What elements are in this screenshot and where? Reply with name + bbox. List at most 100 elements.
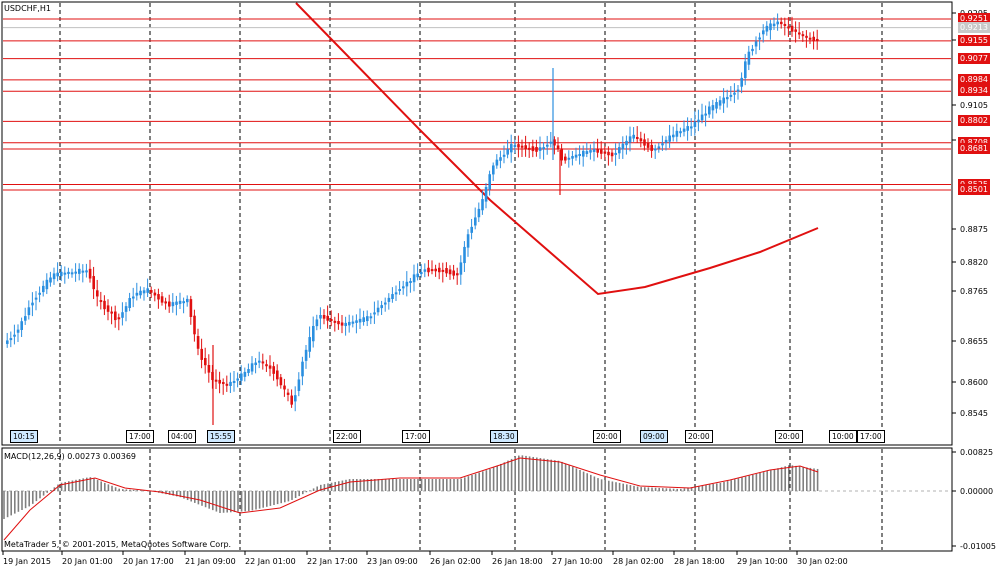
candle-body — [610, 152, 614, 157]
candle-body — [63, 272, 67, 275]
candle-body — [351, 321, 355, 324]
candle-body — [96, 290, 99, 297]
candle-body — [459, 262, 463, 275]
candle-body — [279, 377, 283, 386]
candle-body — [49, 277, 52, 283]
candle-body — [171, 302, 175, 307]
session-tag[interactable]: 20:00 — [685, 430, 713, 443]
session-tag[interactable]: 17:00 — [402, 430, 430, 443]
time-tick-label: 21 Jan 09:00 — [185, 557, 236, 566]
candle-body — [258, 360, 261, 363]
candle-body — [24, 316, 27, 321]
moving-average-line — [295, 2, 819, 296]
candle-body — [369, 316, 373, 319]
candle-body — [639, 138, 643, 142]
session-tag[interactable]: 10:15 — [10, 430, 38, 443]
candle-body — [74, 271, 77, 274]
session-tag[interactable]: 10:00 — [829, 430, 857, 443]
candle-body — [146, 288, 149, 293]
candle-body — [772, 23, 776, 27]
candle-body — [398, 289, 401, 292]
candle-body — [297, 379, 301, 391]
macd-signal-line — [3, 457, 819, 541]
candle-body — [186, 298, 189, 303]
candle-body — [81, 270, 85, 273]
candle-body — [481, 199, 484, 211]
session-tag[interactable]: 15:55 — [207, 430, 235, 443]
session-tag[interactable]: 17:00 — [857, 430, 885, 443]
candle-body — [495, 159, 499, 166]
candle-body — [236, 378, 239, 381]
candle-body — [20, 321, 23, 330]
session-tag[interactable]: 20:00 — [775, 430, 803, 443]
candle-body — [686, 126, 689, 131]
candle-body — [232, 381, 236, 384]
candle-body — [207, 364, 211, 373]
candle-body — [420, 272, 423, 275]
candle-body — [6, 340, 9, 344]
candle-body — [438, 267, 441, 273]
time-tick-label: 20 Jan 01:00 — [62, 557, 113, 566]
candle-body — [121, 312, 124, 318]
candle-body — [531, 146, 535, 152]
candle-body — [524, 145, 527, 150]
session-tag[interactable]: 17:00 — [126, 430, 154, 443]
candle-body — [164, 301, 167, 304]
candle-body — [488, 174, 491, 190]
candle-body — [765, 25, 769, 32]
session-tag[interactable]: 20:00 — [593, 430, 621, 443]
candle-body — [726, 97, 729, 100]
candle-body — [628, 136, 632, 143]
session-tag[interactable]: 22:00 — [333, 430, 361, 443]
candle-body — [758, 37, 761, 40]
session-tag[interactable]: 18:30 — [490, 430, 518, 443]
candle-body — [214, 379, 218, 382]
candle-body — [542, 147, 545, 150]
candle-body — [27, 307, 31, 316]
candle-body — [333, 320, 337, 323]
candle-body — [193, 315, 196, 335]
candle-body — [560, 148, 563, 161]
candle-body — [607, 151, 610, 156]
candle-body — [567, 157, 571, 160]
candle-body — [124, 306, 128, 312]
candle-body — [596, 148, 599, 153]
time-tick-label: 28 Jan 18:00 — [674, 557, 725, 566]
candle-body — [452, 270, 455, 276]
current-price-tag: 0.9213 — [958, 21, 990, 33]
copyright-text: MetaTrader 5, © 2001-2015, MetaQuotes So… — [4, 540, 232, 549]
candle-body — [196, 336, 200, 349]
macd-title: MACD(12,26,9) 0.00273 0.00369 — [4, 452, 137, 461]
candle-body — [535, 146, 538, 152]
candle-body — [200, 348, 203, 360]
candle-body — [574, 154, 578, 158]
candle-body — [16, 329, 20, 333]
candle-body — [718, 100, 722, 106]
session-tag[interactable]: 04:00 — [168, 430, 196, 443]
candle-body — [740, 77, 743, 87]
candle-body — [315, 319, 319, 327]
candle-body — [783, 23, 787, 26]
price-tick-label: 0.8600 — [960, 378, 988, 387]
candle-body — [70, 272, 74, 275]
horizontal-levels[interactable] — [3, 18, 951, 191]
candle-body — [139, 290, 142, 296]
candle-body — [373, 312, 376, 315]
candle-body — [441, 269, 445, 272]
candle-body — [805, 35, 808, 38]
candle-body — [31, 302, 34, 306]
candle-body — [722, 97, 725, 104]
candle-body — [470, 226, 473, 233]
candle-body — [546, 144, 549, 147]
candle-body — [801, 34, 805, 37]
session-tag[interactable]: 09:00 — [640, 430, 668, 443]
candle-body — [268, 365, 272, 369]
candle-body — [682, 128, 686, 132]
candle-body — [250, 363, 254, 372]
candle-body — [218, 379, 221, 384]
price-tick-label: 0.8820 — [960, 258, 988, 267]
candle-body — [290, 395, 293, 405]
candle-body — [384, 302, 387, 305]
candle-body — [693, 121, 697, 127]
